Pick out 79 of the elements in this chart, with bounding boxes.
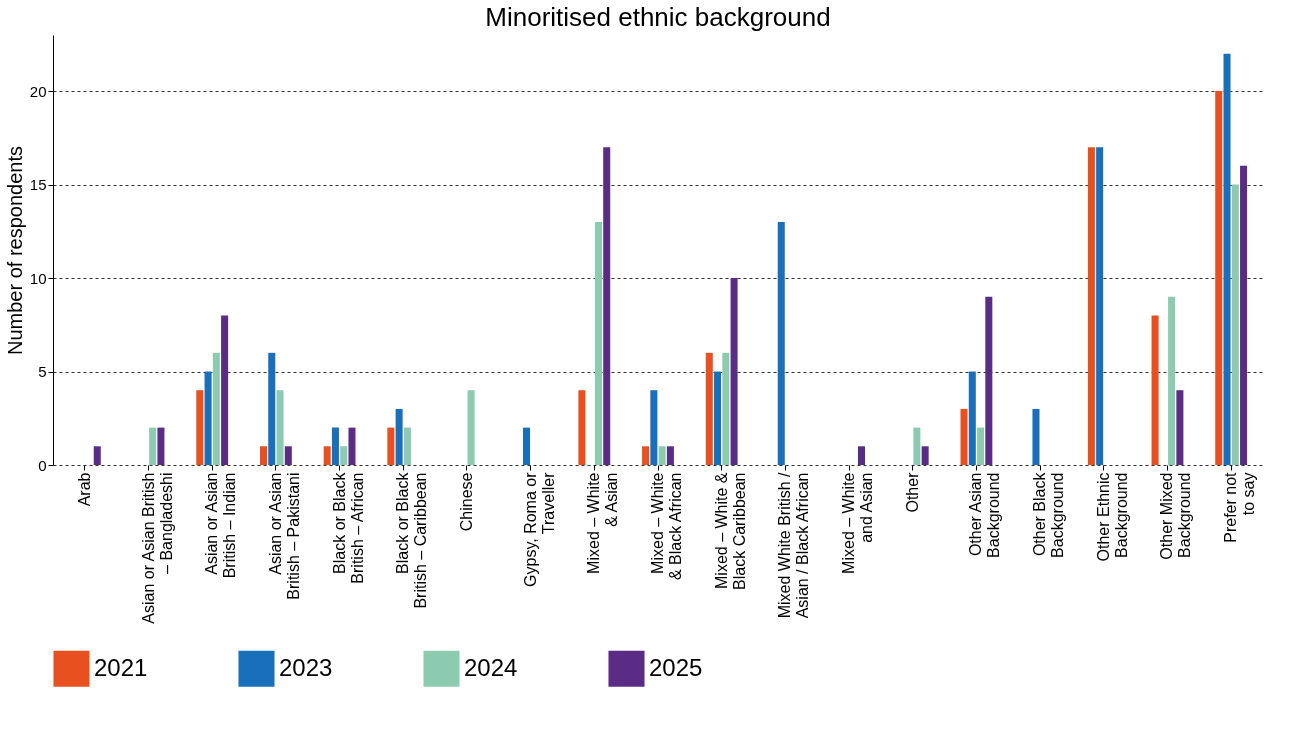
chart-title: Minoritised ethnic background [485, 2, 831, 32]
bar [977, 427, 985, 465]
x-tick-label: Prefer not to say [1222, 471, 1258, 543]
bar [149, 427, 157, 465]
bar [268, 352, 276, 465]
bar [1231, 184, 1239, 465]
bar [259, 446, 267, 465]
x-tick-label: Asian or Asian British – Pakistani [266, 472, 302, 600]
bar [594, 221, 602, 465]
bar [340, 446, 348, 465]
bar [730, 278, 738, 465]
y-axis-title: Number of respondents [3, 145, 26, 356]
bar [204, 371, 212, 465]
bar [1151, 315, 1159, 465]
bar [913, 427, 921, 465]
bar [1176, 390, 1184, 465]
bar [968, 371, 976, 465]
bar [348, 427, 356, 465]
x-tick-label: Gypsy, Roma or Traveller [521, 471, 557, 587]
bar [284, 446, 292, 465]
bar [403, 427, 411, 465]
bar [196, 390, 204, 465]
x-tick-label: Mixed – White & Black Caribbean [712, 472, 748, 590]
bar [93, 446, 101, 465]
bar [467, 390, 475, 465]
x-tick-label: Other Ethnic Background [1094, 472, 1130, 562]
x-tick-label: Other Black Background [1031, 471, 1067, 558]
x-tick-label: Mixed – White & Asian [585, 472, 621, 574]
bar [522, 427, 531, 465]
y-tick-label: 0 [38, 456, 47, 474]
bar [666, 446, 674, 465]
legend-label: 2024 [464, 653, 518, 681]
bar [985, 296, 993, 465]
bar [857, 446, 865, 465]
y-tick-label: 10 [29, 269, 47, 287]
bar [777, 221, 785, 465]
bar [1168, 296, 1176, 465]
bar [323, 446, 331, 465]
x-tick-label: Chinese [457, 472, 475, 532]
bar [714, 371, 722, 465]
bar [157, 427, 165, 465]
x-tick-label: Other Mixed Background [1158, 472, 1194, 560]
y-tick-label: 5 [38, 363, 47, 381]
bar [1096, 147, 1104, 465]
bar [603, 147, 611, 465]
y-tick-label: 20 [29, 82, 47, 100]
bar [276, 390, 284, 465]
x-tick-label: Arab [75, 472, 93, 507]
bar [1032, 408, 1040, 465]
bar [642, 446, 650, 465]
legend-label: 2025 [649, 653, 703, 681]
bar [1223, 53, 1231, 465]
bar [387, 427, 395, 465]
x-tick-label: Mixed – White & Black African [649, 472, 684, 581]
x-tick-label: Other [903, 471, 921, 513]
bar [1215, 91, 1223, 465]
bar [705, 352, 713, 465]
bar [212, 352, 220, 465]
bar [331, 427, 339, 465]
y-tick-label: 15 [29, 176, 47, 194]
bar [578, 390, 586, 465]
bar [221, 315, 229, 465]
bar [650, 390, 658, 465]
x-tick-label: Mixed White British / Asian / Black African [776, 471, 812, 619]
bar [921, 446, 929, 465]
legend-label: 2023 [279, 653, 333, 681]
x-tick-label: Asian or Asian British – Bangladeshi [139, 472, 175, 624]
x-tick-label: Mixed – White and Asian [840, 472, 876, 574]
bar [658, 446, 666, 465]
x-tick-label: Black or Black British – Caribbean [394, 471, 430, 609]
bar [395, 408, 403, 465]
x-tick-label: Black or Black British – African [330, 471, 366, 584]
bar [1087, 147, 1095, 465]
bar [722, 352, 730, 465]
legend-label: 2021 [94, 653, 148, 681]
x-tick-label: Asian or Asian British – Indian [203, 472, 239, 579]
x-tick-label: Other Asian Background [967, 472, 1003, 558]
bar [960, 408, 968, 465]
bar [1240, 165, 1248, 465]
